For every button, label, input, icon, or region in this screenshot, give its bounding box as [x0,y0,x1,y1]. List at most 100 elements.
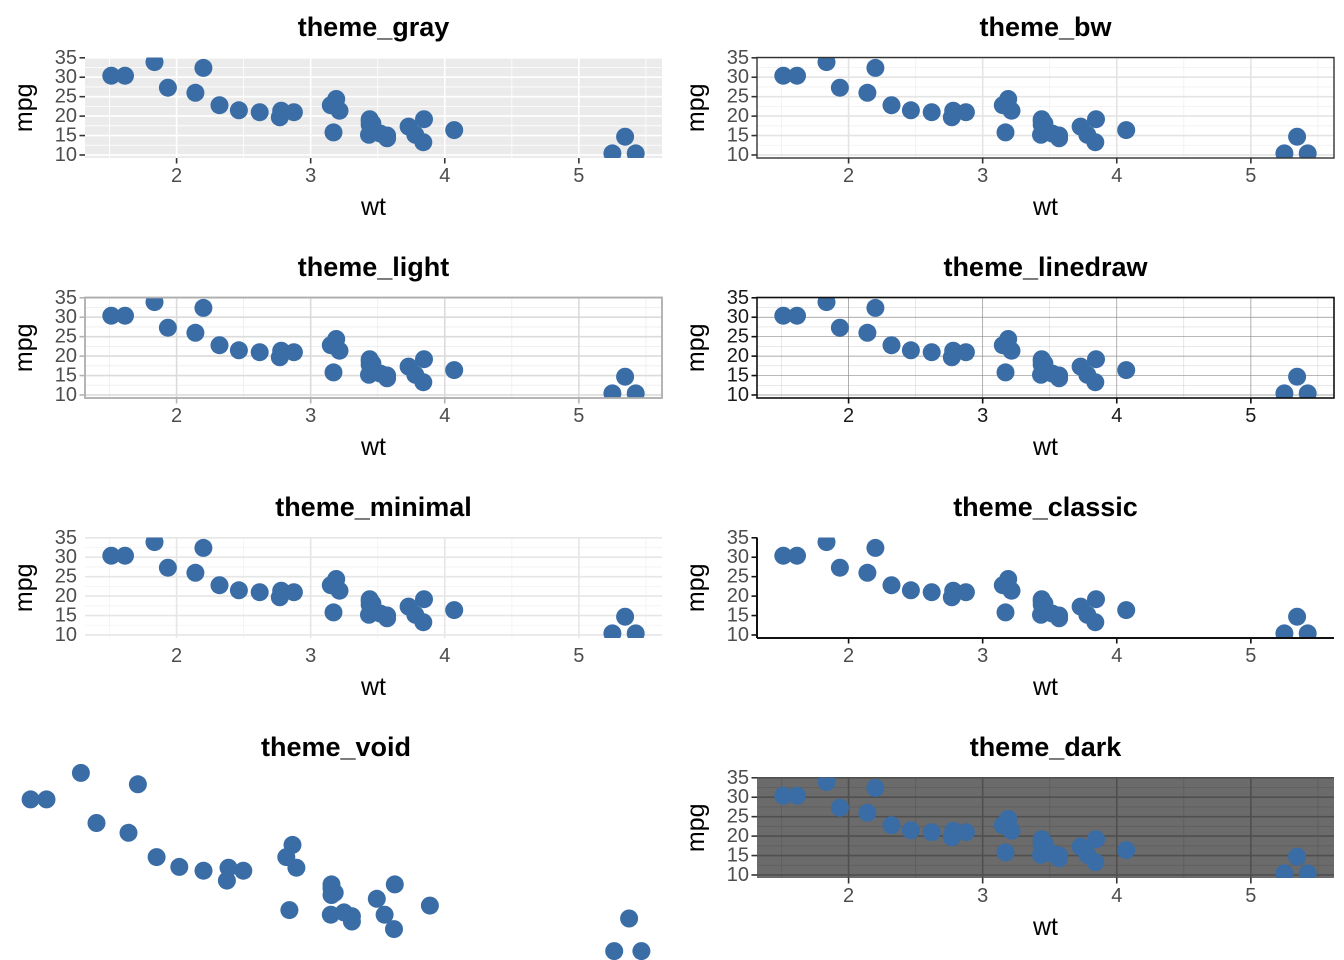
x-tick-label: 4 [1111,645,1122,667]
x-tick-label: 5 [573,165,584,187]
data-point [420,896,439,915]
data-point [414,133,433,152]
data-point [788,786,806,805]
y-axis-title: mpg [682,323,710,372]
x-tick-label: 3 [305,645,316,667]
data-point [1117,601,1136,620]
data-point [415,590,433,609]
data-point [324,363,343,382]
data-point [817,537,836,552]
data-point [901,581,920,600]
data-point [102,306,121,325]
y-axis-title: mpg [682,563,710,612]
data-point [632,942,651,960]
data-point [830,318,849,337]
data-point [1032,845,1050,864]
data-point [378,606,397,625]
data-point [626,144,645,158]
data-point [1288,607,1307,626]
data-point [145,297,164,312]
plot-title: theme_gray [298,12,450,42]
data-point [277,848,296,867]
data-point [1087,350,1105,369]
data-point [280,901,299,920]
data-point [119,823,138,842]
x-tick-label: 4 [1111,405,1122,427]
data-point [194,861,213,880]
x-axis-title: wt [360,193,386,221]
y-tick-label: 30 [727,786,749,808]
data-point [1298,624,1317,638]
x-tick-label: 4 [1111,885,1122,907]
points-layer [774,537,1317,638]
data-point [71,764,90,782]
data-point [170,857,189,876]
data-point [858,323,877,342]
data-point [360,125,378,144]
points-layer [774,297,1317,398]
data-point [774,66,793,85]
y-tick-label: 25 [727,566,749,588]
data-point [37,790,56,809]
points-layer [102,57,645,158]
y-tick-label: 10 [55,384,77,406]
data-point [1298,384,1317,398]
data-point [922,583,941,602]
data-point [415,110,433,129]
data-point [145,537,164,552]
data-point [145,57,164,72]
data-point [993,336,1012,355]
data-point [626,624,645,638]
data-point [194,538,213,557]
plot-title: theme_minimal [275,492,472,522]
data-point [830,798,849,817]
data-point [250,343,269,362]
x-tick-label: 3 [977,645,988,667]
plot-title: theme_bw [979,12,1112,42]
x-tick-label: 5 [1245,165,1256,187]
data-point [324,603,343,622]
data-point [324,123,343,142]
y-tick-label: 10 [727,144,749,166]
data-point [603,624,622,638]
data-point [866,58,885,77]
data-point [342,907,361,926]
y-tick-label: 35 [55,527,77,549]
x-tick-label: 5 [573,405,584,427]
data-point [1298,864,1317,878]
data-point [102,66,121,85]
data-point [321,576,340,595]
data-point [944,581,963,600]
data-point [1275,624,1294,638]
x-tick-label: 2 [843,165,854,187]
data-point [858,563,877,582]
data-point [1298,144,1317,158]
data-point [616,607,635,626]
data-point [272,101,291,120]
subplot-theme_minimal: 2 3 4 5 35 30 25 20 15 10 wt mpg theme_minimal [0,480,672,720]
data-point [1275,384,1294,398]
data-point [414,613,433,632]
x-axis-title: wt [1032,433,1058,461]
data-point [385,875,404,894]
x-tick-label: 5 [1245,885,1256,907]
panel-background [85,57,662,158]
data-point [194,298,213,317]
subplot-theme_bw: 2 3 4 5 35 30 25 20 15 10 wt mpg theme_bw [672,0,1344,240]
data-point [922,343,941,362]
data-point [414,373,433,392]
x-axis-title: wt [1032,913,1058,941]
data-point [996,123,1015,142]
data-point [901,341,920,360]
data-point [229,581,248,600]
y-tick-label: 10 [55,624,77,646]
y-tick-label: 15 [727,125,749,147]
points-layer [21,764,651,960]
y-tick-label: 35 [727,527,749,549]
data-point [882,336,901,355]
data-point [1275,144,1294,158]
plot-title: theme_dark [970,732,1123,762]
y-tick-label: 10 [727,624,749,646]
